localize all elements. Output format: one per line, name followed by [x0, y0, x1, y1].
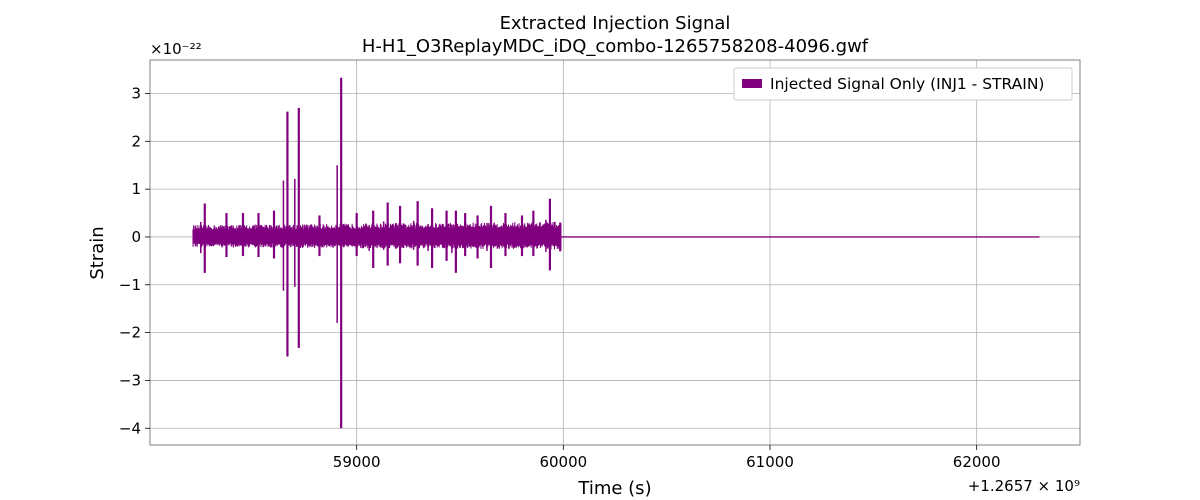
chart-subtitle: H-H1_O3ReplayMDC_iDQ_combo-1265758208-40…: [362, 36, 869, 57]
legend-label: Injected Signal Only (INJ1 - STRAIN): [770, 75, 1044, 93]
y-tick-label: 2: [131, 132, 141, 150]
grid: [150, 60, 1080, 445]
y-axis-label: Strain: [87, 226, 108, 279]
y-tick-label: −2: [119, 324, 141, 342]
y-ticks: 3 2 1 0 −1 −2 −3 −4: [119, 84, 150, 437]
plot-frame: [149, 59, 1081, 446]
plot-area: [192, 77, 1040, 429]
x-tick-label: 61000: [746, 453, 794, 471]
y-tick-label: −1: [119, 276, 141, 294]
x-axis-label: Time (s): [577, 478, 651, 499]
x-offset-label: +1.2657 × 10⁹: [968, 477, 1080, 495]
y-tick-label: −3: [119, 371, 141, 389]
legend-swatch: [742, 79, 762, 88]
legend-box: [733, 67, 1073, 101]
y-tick-label: 0: [131, 228, 141, 246]
y-tick-label: 3: [131, 84, 141, 102]
y-tick-label: 1: [131, 180, 141, 198]
x-tick-label: 59000: [333, 453, 381, 471]
legend: Injected Signal Only (INJ1 - STRAIN): [733, 67, 1073, 101]
y-tick-label: −4: [119, 419, 141, 437]
chart-title: Extracted Injection Signal: [500, 13, 731, 34]
x-tick-label: 60000: [539, 453, 587, 471]
y-scale-label: ×10⁻²²: [150, 40, 202, 58]
x-ticks: 59000 60000 61000 62000: [333, 445, 1001, 471]
x-tick-label: 62000: [953, 453, 1001, 471]
